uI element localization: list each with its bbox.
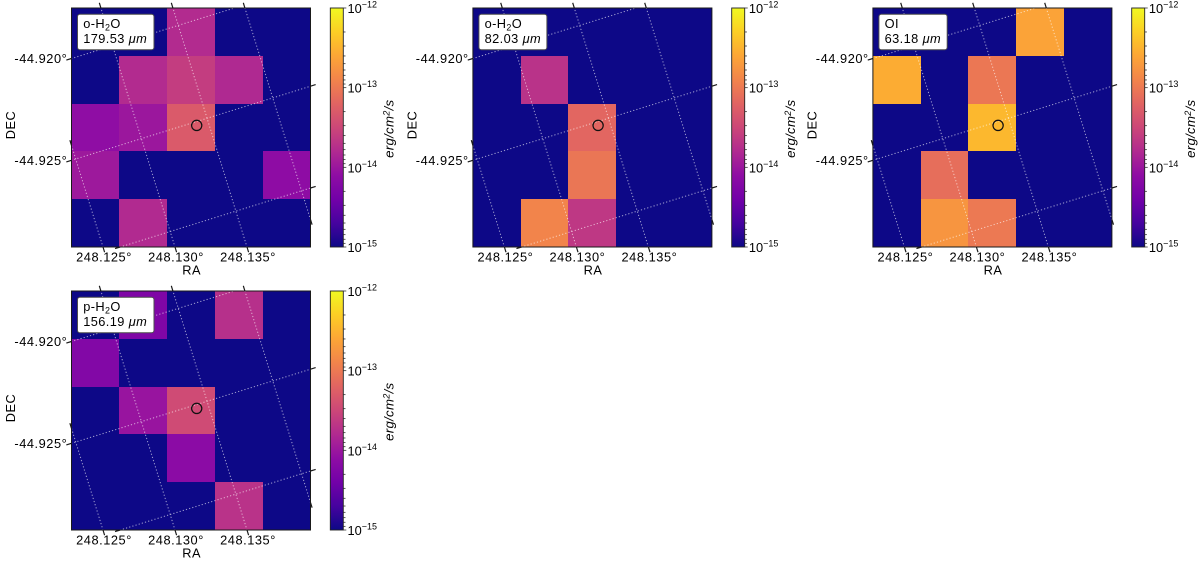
svg-text:o-H2O: o-H2O xyxy=(485,16,523,32)
svg-text:248.130°: 248.130° xyxy=(950,250,1006,265)
svg-text:179.53 μm: 179.53 μm xyxy=(83,31,147,46)
svg-text:-44.920°: -44.920° xyxy=(416,51,469,66)
svg-text:erg/cm2/s: erg/cm2/s xyxy=(382,382,397,440)
svg-text:-44.920°: -44.920° xyxy=(816,51,869,66)
svg-text:82.03 μm: 82.03 μm xyxy=(485,31,541,46)
svg-text:63.18 μm: 63.18 μm xyxy=(885,31,941,46)
svg-text:-44.925°: -44.925° xyxy=(816,153,869,168)
svg-text:RA: RA xyxy=(984,263,1003,278)
svg-text:erg/cm2/s: erg/cm2/s xyxy=(783,99,798,157)
svg-text:248.135°: 248.135° xyxy=(220,250,276,265)
svg-text:248.135°: 248.135° xyxy=(1022,250,1078,265)
svg-text:RA: RA xyxy=(584,263,603,278)
svg-text:-44.920°: -44.920° xyxy=(14,51,67,66)
svg-text:RA: RA xyxy=(182,263,201,278)
svg-text:p-H2O: p-H2O xyxy=(83,299,121,315)
svg-text:-44.925°: -44.925° xyxy=(416,153,469,168)
svg-text:DEC: DEC xyxy=(3,111,18,140)
svg-text:248.130°: 248.130° xyxy=(148,533,204,548)
svg-text:DEC: DEC xyxy=(404,111,419,140)
svg-text:-44.920°: -44.920° xyxy=(14,334,67,349)
svg-text:erg/cm2/s: erg/cm2/s xyxy=(1183,99,1198,157)
svg-text:DEC: DEC xyxy=(804,111,819,140)
svg-text:DEC: DEC xyxy=(3,394,18,423)
svg-text:248.130°: 248.130° xyxy=(550,250,606,265)
svg-text:248.130°: 248.130° xyxy=(148,250,204,265)
svg-text:-44.925°: -44.925° xyxy=(14,153,67,168)
svg-text:248.125°: 248.125° xyxy=(478,250,534,265)
svg-text:OI: OI xyxy=(885,16,899,31)
svg-text:o-H2O: o-H2O xyxy=(83,16,121,32)
svg-text:248.135°: 248.135° xyxy=(220,533,276,548)
svg-text:248.125°: 248.125° xyxy=(76,250,132,265)
svg-text:-44.925°: -44.925° xyxy=(14,436,67,451)
svg-text:248.135°: 248.135° xyxy=(622,250,678,265)
svg-text:248.125°: 248.125° xyxy=(76,533,132,548)
svg-text:erg/cm2/s: erg/cm2/s xyxy=(382,99,397,157)
svg-text:248.125°: 248.125° xyxy=(878,250,934,265)
svg-text:156.19 μm: 156.19 μm xyxy=(83,314,147,329)
svg-text:RA: RA xyxy=(182,546,201,561)
